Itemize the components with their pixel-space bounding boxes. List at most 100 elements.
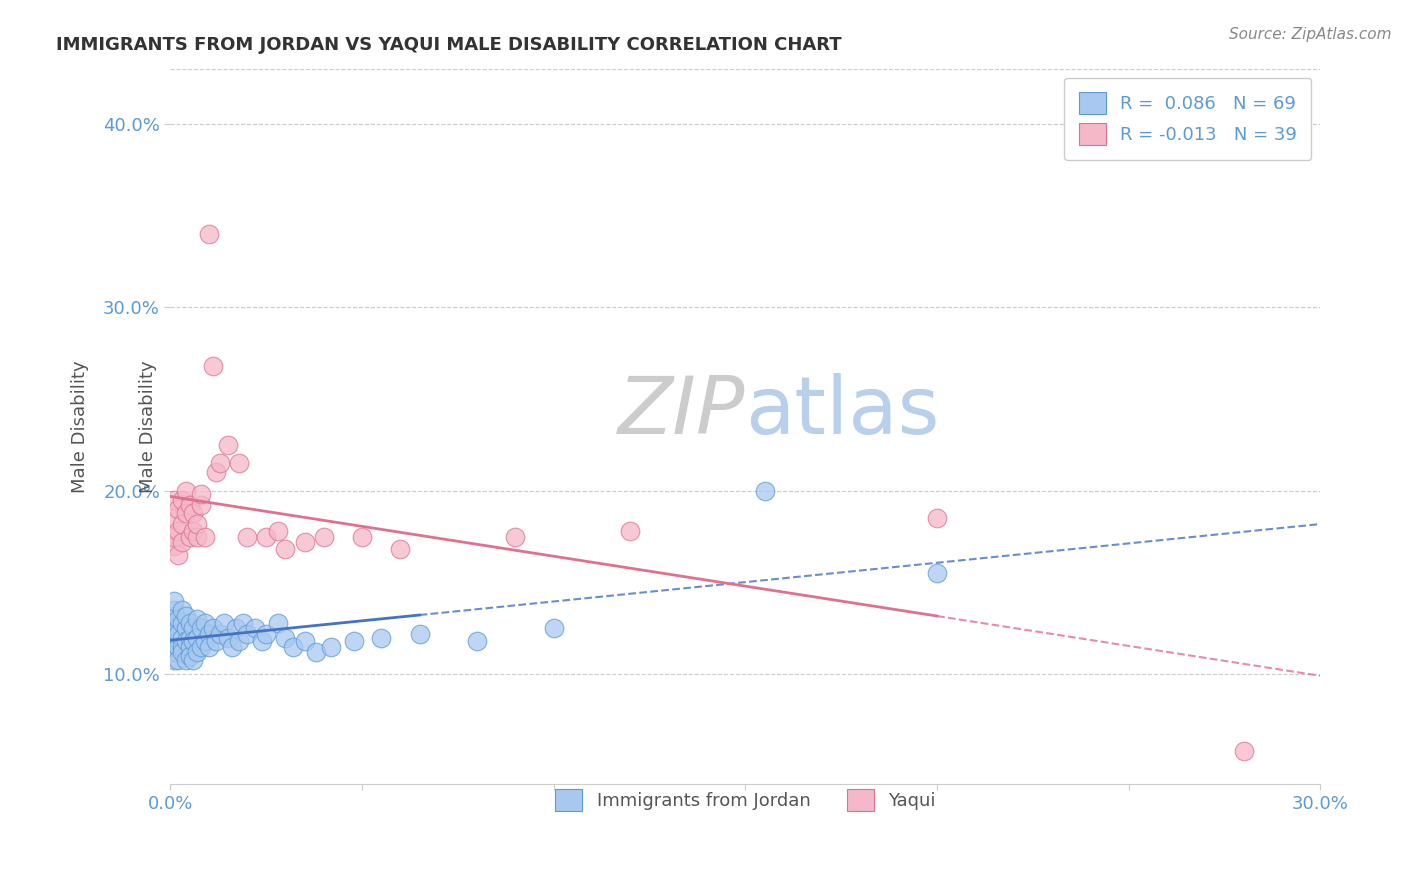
Point (183, 634, 205, 648)
Point (209, 627, 232, 641)
Point (186, 612, 208, 626)
Point (186, 631, 208, 645)
Point (163, 634, 186, 648)
Text: atlas: atlas (745, 373, 939, 451)
Point (754, 483, 776, 498)
Point (163, 631, 186, 645)
Point (179, 648, 201, 663)
Point (167, 627, 190, 641)
Point (267, 615, 290, 630)
Point (179, 631, 201, 645)
Point (167, 612, 190, 626)
Point (543, 621, 565, 635)
Legend: Immigrants from Jordan, Yaqui: Immigrants from Jordan, Yaqui (541, 774, 950, 825)
Point (163, 603, 186, 617)
Point (170, 615, 193, 630)
Point (232, 615, 254, 630)
Point (209, 456, 232, 470)
Point (163, 539, 186, 553)
Point (252, 634, 274, 648)
Point (201, 621, 224, 635)
Point (312, 530, 335, 544)
Text: ZIP: ZIP (619, 373, 745, 451)
Point (190, 640, 212, 654)
Point (167, 524, 190, 538)
Point (174, 506, 197, 520)
Point (217, 631, 239, 645)
Point (170, 631, 193, 645)
Point (205, 466, 228, 480)
Point (183, 621, 205, 635)
Point (179, 615, 201, 630)
Point (305, 645, 328, 659)
Point (201, 359, 224, 373)
Point (163, 615, 186, 630)
Point (183, 524, 205, 538)
Point (254, 530, 277, 544)
Point (194, 634, 217, 648)
Point (167, 640, 190, 654)
Point (321, 640, 343, 654)
Point (236, 627, 259, 641)
Point (225, 621, 247, 635)
Point (170, 645, 193, 659)
Point (174, 652, 197, 666)
Point (179, 499, 201, 513)
Point (228, 456, 250, 470)
Point (294, 634, 316, 648)
Point (183, 652, 205, 666)
Point (221, 640, 243, 654)
Point (163, 652, 186, 666)
Point (281, 640, 304, 654)
Point (174, 483, 197, 498)
Point (167, 652, 190, 666)
Point (163, 627, 186, 641)
Point (174, 621, 197, 635)
Point (163, 492, 186, 507)
Point (505, 530, 527, 544)
Point (163, 645, 186, 659)
Point (170, 603, 193, 617)
Point (167, 621, 190, 635)
Point (352, 530, 374, 544)
Point (183, 506, 205, 520)
Point (267, 524, 290, 538)
Point (163, 640, 186, 654)
Point (163, 608, 186, 623)
Y-axis label: Male Disability: Male Disability (72, 360, 89, 492)
Point (243, 621, 266, 635)
Point (274, 631, 297, 645)
Point (197, 640, 219, 654)
Point (190, 621, 212, 635)
Point (465, 634, 488, 648)
Point (1233, 744, 1256, 758)
Point (194, 615, 217, 630)
Point (925, 511, 948, 525)
Point (170, 640, 193, 654)
Point (619, 524, 641, 538)
Point (190, 487, 212, 501)
Point (294, 535, 316, 549)
Point (167, 548, 190, 562)
Point (174, 608, 197, 623)
Point (236, 530, 259, 544)
Point (179, 530, 201, 544)
Text: IMMIGRANTS FROM JORDAN VS YAQUI MALE DISABILITY CORRELATION CHART: IMMIGRANTS FROM JORDAN VS YAQUI MALE DIS… (56, 36, 842, 54)
Point (274, 542, 297, 557)
Point (925, 566, 948, 581)
Point (179, 640, 201, 654)
Point (186, 516, 208, 531)
Point (190, 499, 212, 513)
Point (212, 615, 235, 630)
Point (163, 612, 186, 626)
Point (167, 502, 190, 516)
Point (186, 645, 208, 659)
Point (343, 634, 366, 648)
Y-axis label: Male Disability: Male Disability (139, 360, 156, 492)
Point (186, 530, 208, 544)
Point (174, 634, 197, 648)
Point (217, 438, 239, 452)
Point (163, 530, 186, 544)
Point (163, 621, 186, 635)
Point (197, 227, 219, 241)
